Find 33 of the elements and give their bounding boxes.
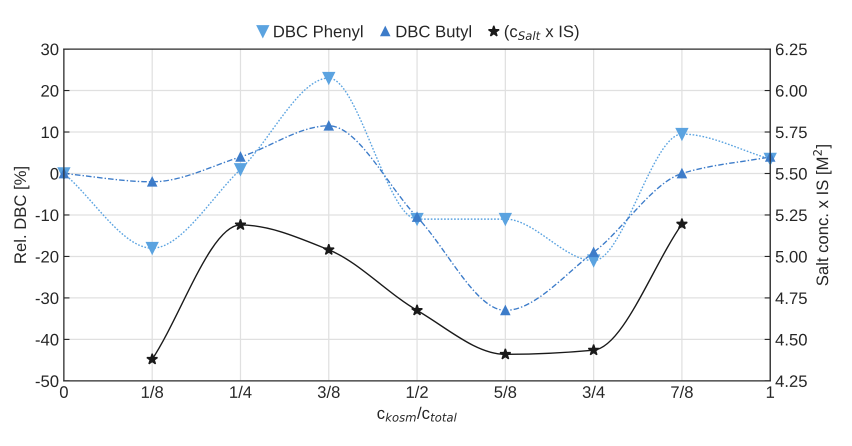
y-tick-label: -10 <box>36 209 58 222</box>
y-tick-label: -40 <box>36 334 58 346</box>
y-tick-label: 20 <box>41 84 58 97</box>
y-tick-label: -30 <box>36 292 58 304</box>
y2-tick-label: 4.50 <box>775 334 807 346</box>
y-tick-label: 10 <box>42 126 58 138</box>
x-tick-label: 3/4 <box>582 386 605 398</box>
x-tick-label: 1/2 <box>406 386 428 398</box>
y2-tick-label: 5.00 <box>776 250 807 263</box>
y-tick-label: 0 <box>50 168 58 180</box>
y2-tick-label: 5.50 <box>776 168 807 180</box>
y-tick-label: -50 <box>36 375 58 388</box>
y-axis-title: Rel. DBC [%] <box>14 167 30 263</box>
y2-tick-label: 6.00 <box>776 84 807 97</box>
x-axis-title: c$_{kosm}$/c$_{total}$ <box>377 406 457 422</box>
y-tick-label: 30 <box>41 43 58 56</box>
y2-tick-label: 6.25 <box>776 43 807 56</box>
x-tick-label: 1/4 <box>230 386 252 398</box>
legend-label: DBC Butyl <box>396 25 472 41</box>
y2-tick-label: 5.25 <box>776 209 807 222</box>
x-tick-label: 1 <box>766 386 774 398</box>
legend-label: (c$_{Salt}$ x IS) <box>504 25 579 41</box>
x-tick-label: 7/8 <box>671 386 693 398</box>
y2-tick-label: 5.75 <box>776 126 807 138</box>
y2-tick-label: 4.75 <box>775 292 807 304</box>
x-tick-label: 3/8 <box>318 386 340 398</box>
legend-label: DBC Phenyl <box>274 25 362 41</box>
y2-tick-label: 4.25 <box>775 375 807 388</box>
y2-axis-title: Salt conc. x IS [M$^{2}$] <box>813 145 832 286</box>
x-tick-label: 0 <box>60 386 68 398</box>
y-tick-label: -20 <box>36 250 58 263</box>
x-tick-label: 1/8 <box>142 386 164 398</box>
x-tick-label: 5/8 <box>494 386 516 398</box>
